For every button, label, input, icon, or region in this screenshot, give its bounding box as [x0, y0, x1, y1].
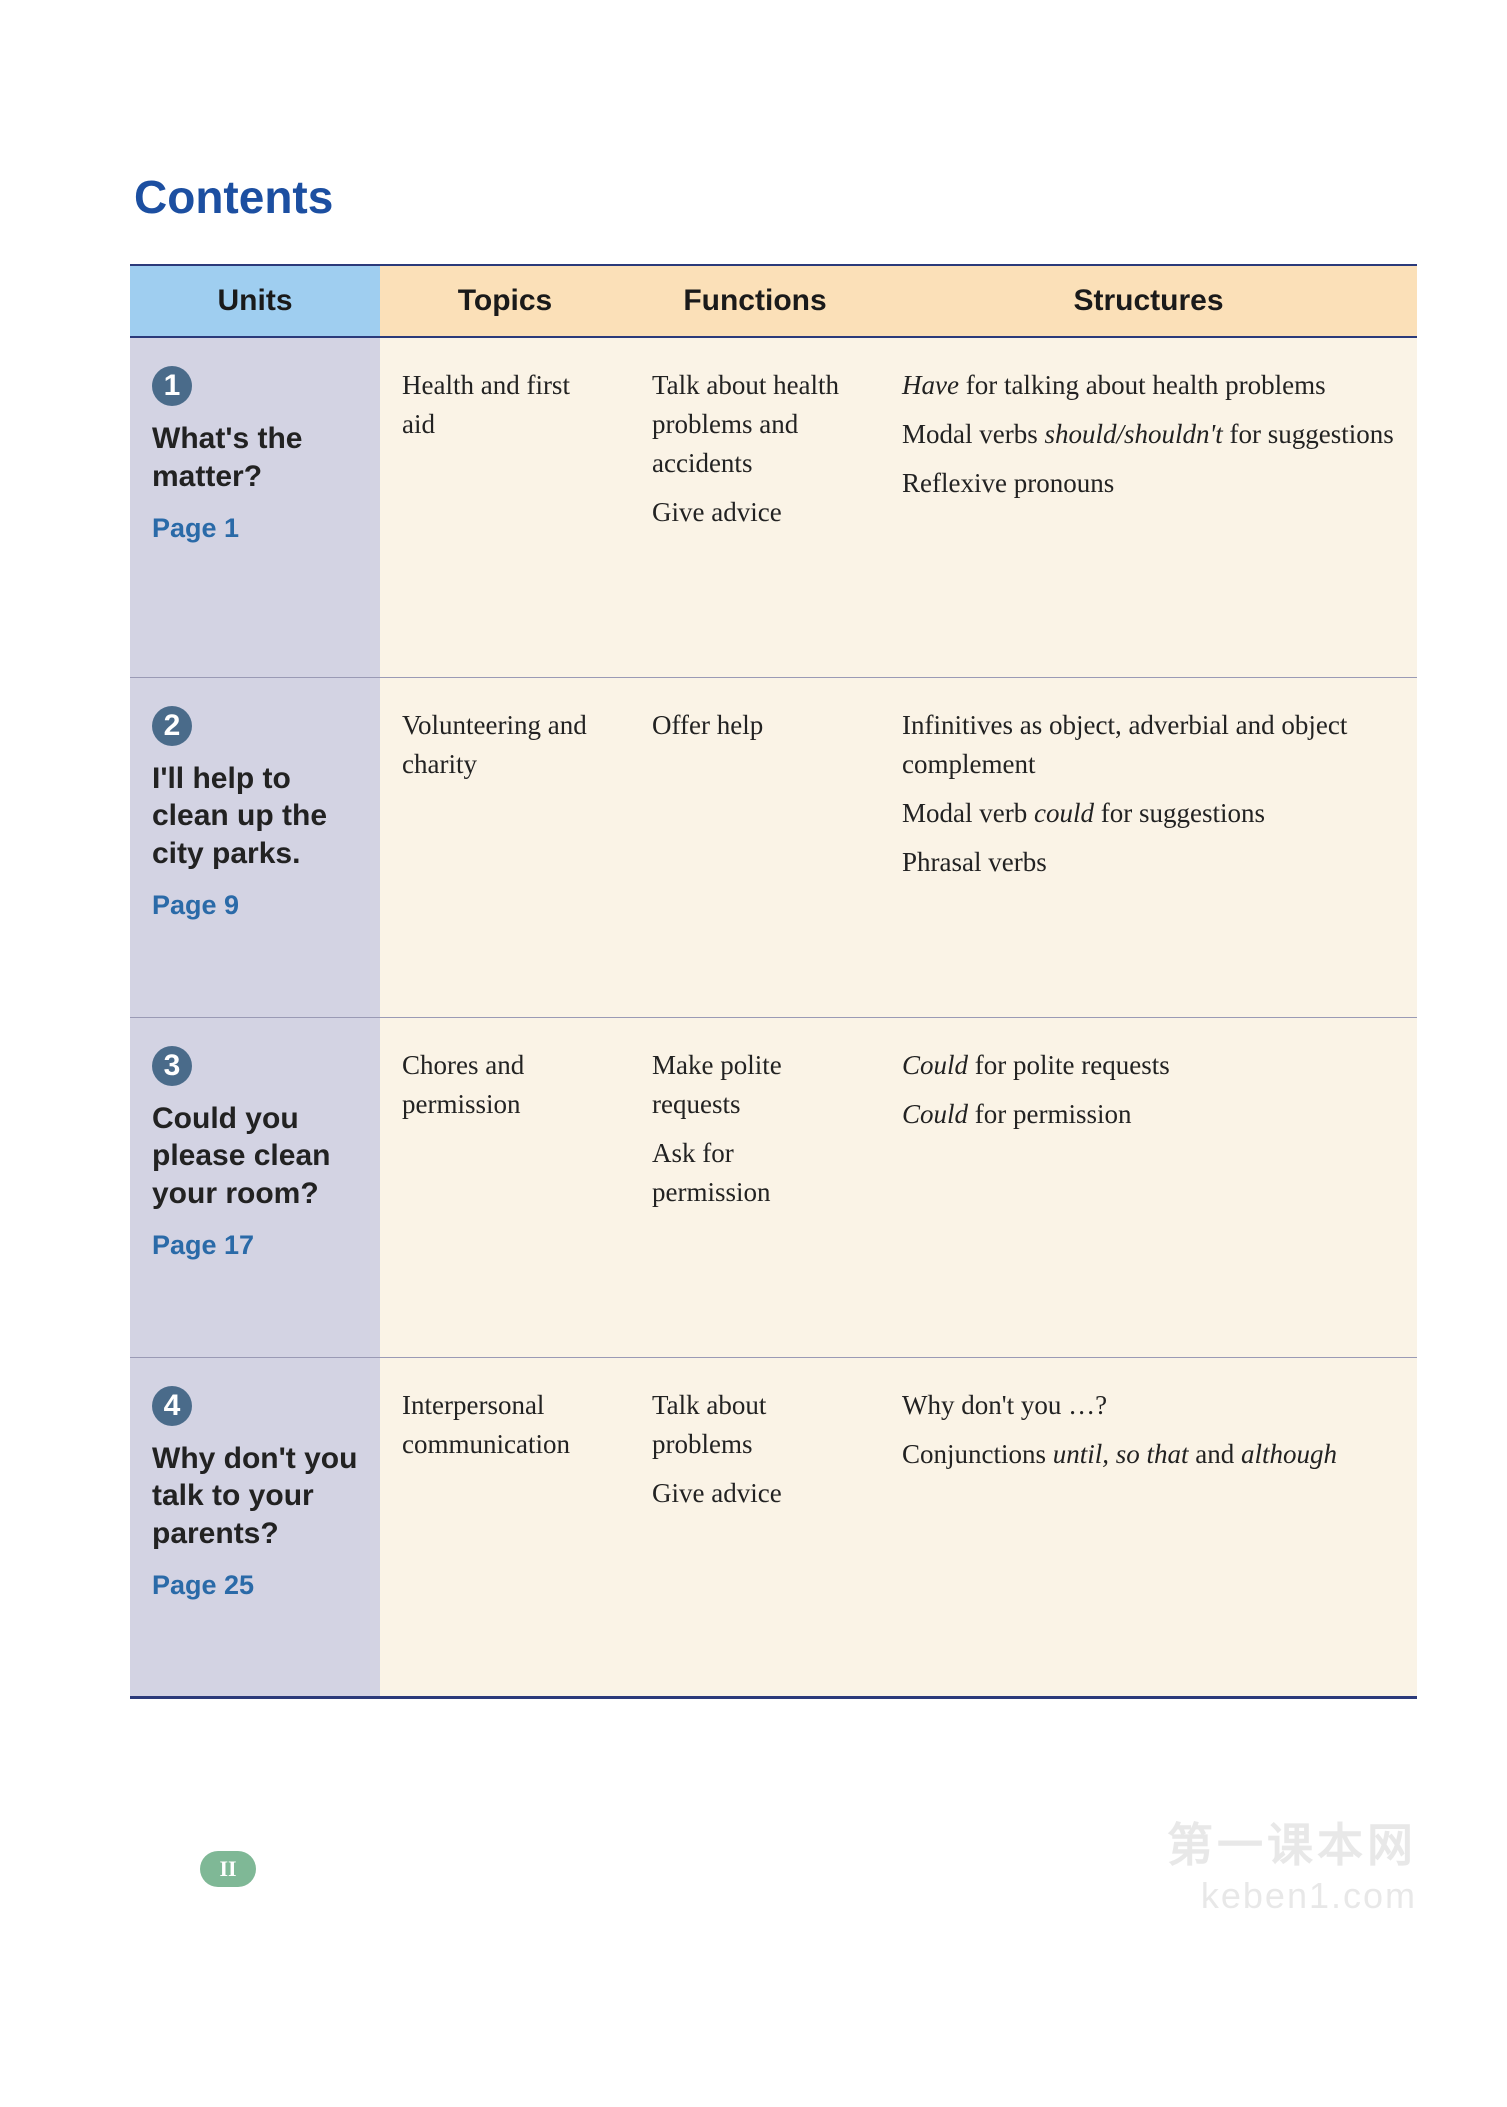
function-item: Give advice [652, 493, 858, 532]
unit-page-ref: Page 17 [152, 1226, 358, 1265]
page-number-badge: II [200, 1851, 256, 1887]
keyword-italic: could [1034, 798, 1094, 828]
functions-cell: Offer help [630, 677, 880, 1017]
unit-page-ref: Page 9 [152, 886, 358, 925]
structure-item: Why don't you …? [902, 1386, 1395, 1425]
structure-item: Reflexive pronouns [902, 464, 1395, 503]
unit-number-badge: 2 [152, 706, 192, 746]
structure-item: Could for permission [902, 1095, 1395, 1134]
structure-item: Could for polite requests [902, 1046, 1395, 1085]
watermark: 第一课本网 keben1.com [1167, 1809, 1417, 1917]
structure-item: Have for talking about health problems [902, 366, 1395, 405]
unit-cell: 1 What's the matter? Page 1 [130, 337, 380, 677]
table-header-row: Units Topics Functions Structures [130, 265, 1417, 337]
text-run: Phrasal verbs [902, 847, 1047, 877]
structure-item: Phrasal verbs [902, 843, 1395, 882]
table-row: 4 Why don't you talk to your parents? Page… [130, 1357, 1417, 1697]
keyword-italic: Could [902, 1050, 968, 1080]
structure-item: Modal verb could for suggestions [902, 794, 1395, 833]
text-run: for talking about health problems [959, 370, 1326, 400]
functions-cell: Talk about problems Give advice [630, 1357, 880, 1697]
header-units: Units [130, 265, 380, 337]
structure-item: Infinitives as object, adverbial and obj… [902, 706, 1395, 784]
structures-cell: Infinitives as object, adverbial and obj… [880, 677, 1417, 1017]
function-item: Give advice [652, 1474, 858, 1513]
header-structures: Structures [880, 265, 1417, 337]
text-run: for suggestions [1223, 419, 1394, 449]
page-number: II [219, 1856, 236, 1882]
unit-cell: 2 I'll help to clean up the city parks. Pa… [130, 677, 380, 1017]
unit-cell: 3 Could you please clean your room? Page 1… [130, 1017, 380, 1357]
contents-tbody: 1 What's the matter? Page 1 Health and firs… [130, 337, 1417, 1697]
text-run: for permission [968, 1099, 1131, 1129]
unit-page-ref: Page 1 [152, 509, 358, 548]
unit-title: Why don't you talk to your parents? [152, 1440, 358, 1553]
keyword-italic: until, so that [1053, 1439, 1189, 1469]
text-run: Modal verbs [902, 419, 1044, 449]
watermark-line1: 第一课本网 [1167, 1809, 1417, 1875]
unit-number-badge: 4 [152, 1386, 192, 1426]
topics-cell: Health and first aid [380, 337, 630, 677]
text-run: Modal verb [902, 798, 1034, 828]
header-topics: Topics [380, 265, 630, 337]
text-run: for suggestions [1094, 798, 1265, 828]
functions-cell: Make polite requests Ask for permission [630, 1017, 880, 1357]
text-run: Reflexive pronouns [902, 468, 1114, 498]
structures-cell: Have for talking about health problems Mo… [880, 337, 1417, 677]
function-item: Talk about health problems and accidents [652, 366, 858, 483]
function-item: Ask for permission [652, 1134, 858, 1212]
function-item: Make polite requests [652, 1046, 858, 1124]
unit-title: Could you please clean your room? [152, 1100, 358, 1213]
unit-number-badge: 1 [152, 366, 192, 406]
text-run: Why don't you …? [902, 1390, 1107, 1420]
topics-cell: Volunteering and charity [380, 677, 630, 1017]
function-item: Talk about problems [652, 1386, 858, 1464]
functions-cell: Talk about health problems and accidents… [630, 337, 880, 677]
unit-title: What's the matter? [152, 420, 358, 495]
text-run: Conjunctions [902, 1439, 1053, 1469]
keyword-italic: although [1241, 1439, 1337, 1469]
function-item: Offer help [652, 706, 858, 745]
topics-cell: Interpersonal communication [380, 1357, 630, 1697]
page-title: Contents [130, 170, 1417, 224]
keyword-italic: should/shouldn't [1044, 419, 1222, 449]
contents-table: Units Topics Functions Structures 1 What'… [130, 264, 1417, 1699]
text-run: Infinitives as object, adverbial and obj… [902, 710, 1347, 779]
keyword-italic: Have [902, 370, 959, 400]
unit-title: I'll help to clean up the city parks. [152, 760, 358, 873]
text-run: for polite requests [968, 1050, 1170, 1080]
watermark-line2: keben1.com [1167, 1875, 1417, 1917]
unit-cell: 4 Why don't you talk to your parents? Page… [130, 1357, 380, 1697]
text-run: and [1189, 1439, 1241, 1469]
header-functions: Functions [630, 265, 880, 337]
structures-cell: Why don't you …? Conjunctions until, so t… [880, 1357, 1417, 1697]
keyword-italic: Could [902, 1099, 968, 1129]
structure-item: Conjunctions until, so that and although [902, 1435, 1395, 1474]
table-row: 3 Could you please clean your room? Page 1… [130, 1017, 1417, 1357]
structures-cell: Could for polite requestsCould for permi… [880, 1017, 1417, 1357]
unit-page-ref: Page 25 [152, 1566, 358, 1605]
topics-cell: Chores and permission [380, 1017, 630, 1357]
structure-item: Modal verbs should/shouldn't for suggest… [902, 415, 1395, 454]
unit-number-badge: 3 [152, 1046, 192, 1086]
table-row: 2 I'll help to clean up the city parks. Pa… [130, 677, 1417, 1017]
table-row: 1 What's the matter? Page 1 Health and firs… [130, 337, 1417, 677]
